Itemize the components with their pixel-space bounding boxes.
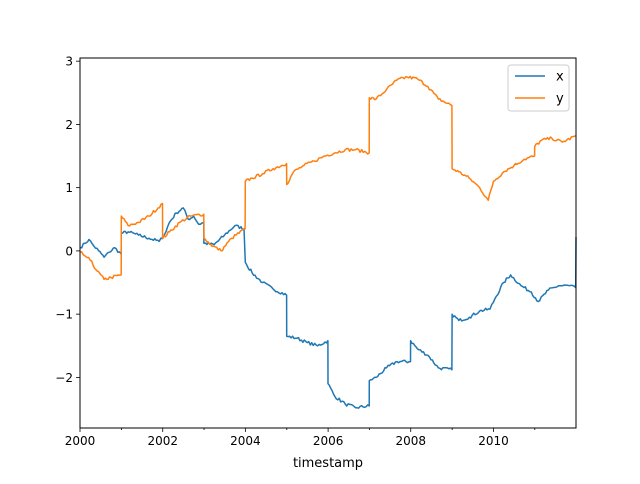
legend-label-y: y [556,92,564,107]
y-tick-label: 0 [65,244,73,258]
x-tick-label: 2000 [65,434,96,448]
x-tick-label: 2002 [147,434,178,448]
x-tick-label: 2008 [395,434,426,448]
series-line-y [79,75,577,281]
y-axis: 3 2 1 0 −1 −2 [55,55,80,385]
y-tick-label: −1 [55,308,73,322]
y-tick-label: 3 [65,55,73,69]
x-axis: 2000 2002 2004 2006 2008 2010 [65,428,536,448]
y-tick-label: −2 [55,371,73,385]
series-layer [79,75,577,409]
x-tick-label: 2010 [478,434,509,448]
y-tick-label: 1 [65,181,73,195]
legend-label-x: x [556,70,564,85]
x-axis-label: timestamp [293,456,363,471]
legend: x y [507,64,570,112]
x-tick-label: 2004 [230,434,261,448]
x-tick-label: 2006 [313,434,344,448]
y-tick-label: 2 [65,118,73,132]
